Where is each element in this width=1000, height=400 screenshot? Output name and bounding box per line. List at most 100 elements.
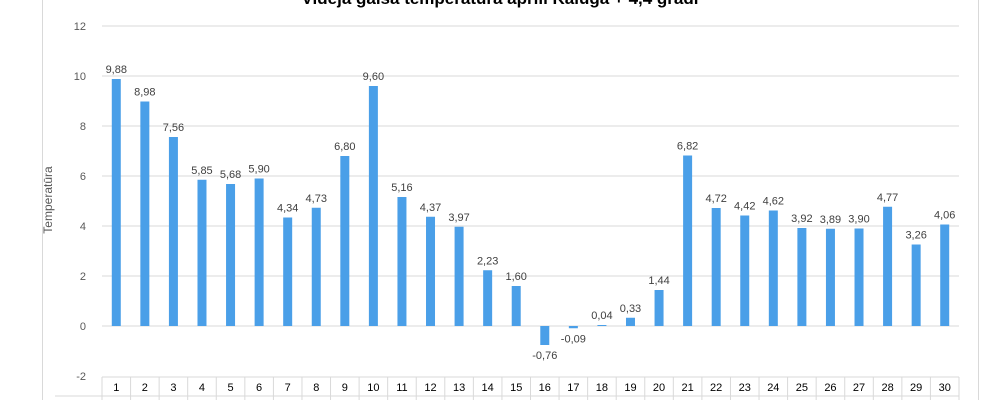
x-tick-label: 7 <box>285 382 291 394</box>
data-label: 5,16 <box>391 182 412 194</box>
bar <box>283 217 293 326</box>
data-label: 3,26 <box>905 230 926 242</box>
y-tick-label: 2 <box>80 271 86 283</box>
data-label: 3,89 <box>820 214 841 226</box>
data-label: 1,60 <box>506 271 527 283</box>
bar <box>597 325 607 326</box>
data-label: 4,73 <box>306 193 327 205</box>
bar <box>483 270 493 326</box>
data-label: 4,62 <box>763 196 784 208</box>
x-tick-label: 11 <box>396 382 407 394</box>
x-tick-label: 19 <box>624 382 636 394</box>
bar <box>683 155 693 326</box>
bar <box>140 101 150 326</box>
x-tick-label: 23 <box>739 382 751 394</box>
y-tick-label: 8 <box>80 121 86 133</box>
chart-title: Vidējā gaisa temperatūra aprīlī Kalugā +… <box>0 0 1000 9</box>
bar <box>397 197 407 326</box>
x-tick-label: 28 <box>881 382 893 394</box>
x-tick-label: 17 <box>567 382 579 394</box>
x-tick-label: 21 <box>681 382 693 394</box>
x-tick-label: 26 <box>824 382 836 394</box>
data-label: 3,92 <box>791 213 812 225</box>
y-tick-label: 4 <box>80 221 86 233</box>
y-tick-label: -2 <box>76 371 86 383</box>
data-label: 7,56 <box>163 122 184 134</box>
bar <box>711 208 721 326</box>
bar <box>654 290 664 326</box>
data-label: 4,37 <box>420 202 441 214</box>
bar <box>625 317 635 326</box>
data-label: 5,85 <box>191 165 212 177</box>
data-label: 4,77 <box>877 192 898 204</box>
bar <box>568 326 578 329</box>
bar <box>883 206 893 326</box>
x-tick-label: 16 <box>539 382 551 394</box>
x-tick-label: 25 <box>796 382 808 394</box>
data-label: 0,33 <box>620 303 641 315</box>
data-label: -0,09 <box>561 333 586 345</box>
bar <box>254 178 264 326</box>
x-tick-label: 29 <box>910 382 922 394</box>
bar <box>940 224 950 326</box>
bar <box>825 228 835 326</box>
bar <box>797 228 807 326</box>
bar <box>340 156 350 326</box>
x-tick-label: 14 <box>482 382 494 394</box>
data-label: 4,06 <box>934 210 955 222</box>
bar <box>540 326 550 345</box>
x-tick-label: 22 <box>710 382 722 394</box>
x-tick-label: 8 <box>313 382 319 394</box>
x-tick-label: 13 <box>453 382 465 394</box>
data-label: 2,23 <box>477 255 498 267</box>
bar <box>226 184 236 326</box>
x-tick-label: 9 <box>342 382 348 394</box>
y-tick-label: 0 <box>80 321 86 333</box>
bar <box>111 79 121 326</box>
data-label: -0,76 <box>532 350 557 362</box>
data-label: 5,90 <box>248 164 269 176</box>
bar <box>740 215 750 326</box>
data-label: 0,04 <box>591 310 612 322</box>
bar <box>911 244 921 326</box>
bar <box>197 179 207 326</box>
x-tick-label: 15 <box>510 382 522 394</box>
bar <box>768 210 778 326</box>
data-label: 4,42 <box>734 201 755 213</box>
x-tick-label: 10 <box>367 382 379 394</box>
data-label: 9,60 <box>363 71 384 83</box>
data-label: 9,88 <box>106 64 127 76</box>
x-tick-label: 1 <box>113 382 119 394</box>
bar <box>854 228 864 326</box>
data-label: 6,82 <box>677 141 698 153</box>
data-label: 8,98 <box>134 87 155 99</box>
data-label: 4,72 <box>705 193 726 205</box>
y-tick-label: 10 <box>74 71 86 83</box>
x-tick-label: 6 <box>256 382 262 394</box>
y-tick-label: 12 <box>74 21 86 33</box>
x-tick-label: 4 <box>199 382 205 394</box>
x-tick-label: 18 <box>596 382 608 394</box>
x-tick-label: 30 <box>939 382 951 394</box>
data-label: 3,90 <box>848 214 869 226</box>
x-tick-label: 12 <box>424 382 436 394</box>
x-tick-label: 3 <box>170 382 176 394</box>
x-tick-label: 24 <box>767 382 779 394</box>
x-tick-label: 2 <box>142 382 148 394</box>
data-label: 1,44 <box>648 275 669 287</box>
x-tick-label: 27 <box>853 382 865 394</box>
chart-border <box>42 0 979 400</box>
bar <box>168 137 178 326</box>
data-label: 3,97 <box>448 212 469 224</box>
bar <box>426 216 436 326</box>
data-label: 4,34 <box>277 203 298 215</box>
y-tick-label: 6 <box>80 171 86 183</box>
x-tick-label: 20 <box>653 382 665 394</box>
x-tick-label: 5 <box>227 382 233 394</box>
data-label: 6,80 <box>334 141 355 153</box>
bar <box>368 86 378 326</box>
bar <box>311 207 321 326</box>
data-label: 5,68 <box>220 169 241 181</box>
